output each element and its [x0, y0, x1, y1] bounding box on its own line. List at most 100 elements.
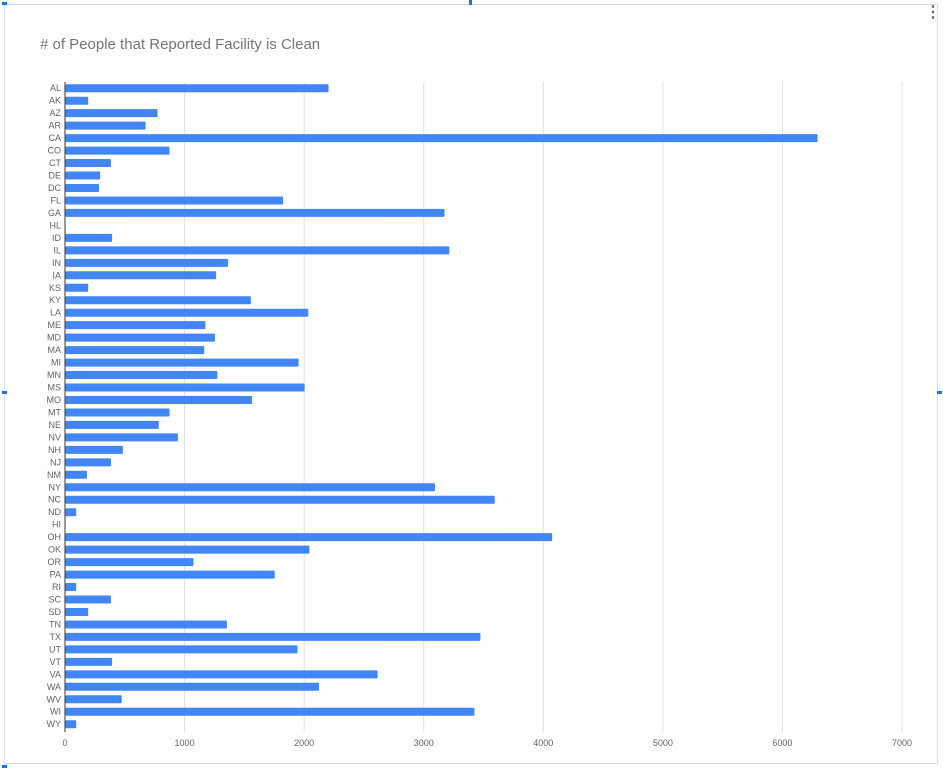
bar — [65, 183, 99, 192]
x-tick-label: 3000 — [414, 738, 434, 748]
bar — [65, 208, 445, 217]
bar — [65, 321, 206, 330]
y-tick-label: AZ — [49, 108, 61, 118]
bar — [65, 695, 122, 704]
bar — [65, 358, 299, 367]
bar — [65, 109, 158, 118]
y-tick-label: TX — [49, 632, 61, 642]
bar — [65, 159, 111, 168]
y-tick-label: SD — [48, 607, 61, 617]
chart-title: # of People that Reported Facility is Cl… — [40, 36, 321, 53]
bar — [65, 483, 435, 492]
bar — [65, 333, 215, 342]
y-tick-label: NH — [48, 445, 61, 455]
bar — [65, 470, 88, 479]
y-tick-label: MD — [47, 333, 61, 343]
y-tick-label: LA — [50, 308, 61, 318]
bar — [65, 146, 170, 155]
y-tick-label: WY — [47, 719, 62, 729]
bar — [65, 395, 253, 404]
y-tick-label: MI — [51, 358, 61, 368]
y-tick-label: NJ — [50, 457, 61, 467]
x-tick-label: 2000 — [294, 738, 314, 748]
bar — [65, 96, 89, 105]
y-tick-label: WA — [47, 682, 61, 692]
y-tick-label: DC — [48, 183, 61, 193]
bar — [65, 495, 495, 504]
y-tick-label: NC — [48, 495, 61, 505]
bar — [65, 196, 284, 205]
x-tick-label: 0 — [62, 738, 67, 748]
bar — [65, 171, 101, 180]
bar — [65, 445, 123, 454]
bar — [65, 620, 227, 629]
selection-handle-top-left[interactable] — [2, 2, 7, 5]
y-tick-label: IN — [52, 258, 61, 268]
y-tick-label: AL — [50, 83, 61, 93]
y-tick-label: ME — [48, 320, 62, 330]
y-tick-label: ND — [48, 507, 61, 517]
bar — [65, 632, 481, 641]
y-tick-label: RI — [52, 582, 61, 592]
bar — [65, 308, 309, 317]
y-tick-label: AR — [48, 121, 61, 131]
bar — [65, 720, 77, 729]
y-tick-label: CA — [48, 133, 61, 143]
y-tick-label: OR — [48, 557, 62, 567]
y-tick-label: VA — [50, 669, 61, 679]
y-tick-label: NY — [48, 482, 61, 492]
y-tick-label: CO — [48, 146, 62, 156]
selection-handle-right[interactable] — [937, 391, 942, 394]
x-tick-label: 7000 — [892, 738, 912, 748]
y-tick-label: DE — [48, 171, 61, 181]
bar — [65, 420, 159, 429]
x-tick-label: 6000 — [772, 738, 792, 748]
bar — [65, 371, 218, 380]
bar — [65, 246, 450, 255]
y-tick-label: OH — [48, 532, 62, 542]
y-tick-label: HI — [52, 520, 61, 530]
bar — [65, 346, 205, 355]
bar — [65, 508, 77, 517]
y-tick-label: UT — [49, 644, 61, 654]
y-tick-label: WI — [50, 707, 61, 717]
y-tick-label: WV — [47, 694, 62, 704]
bar — [65, 533, 553, 542]
y-tick-label: SC — [48, 595, 61, 605]
bar — [65, 383, 305, 392]
bar — [65, 595, 111, 604]
bar — [65, 583, 77, 592]
y-tick-label: HL — [49, 220, 61, 230]
x-tick-label: 5000 — [653, 738, 673, 748]
selection-handle-left[interactable] — [2, 391, 7, 394]
bar — [65, 458, 111, 467]
y-tick-label: VT — [49, 657, 61, 667]
y-tick-label: PA — [50, 570, 61, 580]
selection-handle-top[interactable] — [469, 0, 472, 5]
bar — [65, 283, 89, 292]
y-tick-label: KS — [49, 283, 61, 293]
y-tick-label: MT — [48, 407, 61, 417]
y-tick-label: MN — [47, 370, 61, 380]
bar — [65, 296, 251, 305]
y-tick-label: ID — [52, 233, 62, 243]
y-tick-label: CT — [49, 158, 61, 168]
bar — [65, 121, 146, 130]
x-tick-label: 4000 — [533, 738, 553, 748]
y-tick-label: NV — [48, 432, 61, 442]
y-tick-label: NM — [47, 470, 61, 480]
bar — [65, 682, 319, 691]
bar — [65, 433, 178, 442]
bar — [65, 707, 475, 716]
y-tick-label: IA — [52, 270, 61, 280]
bar — [65, 84, 329, 93]
bar — [65, 271, 217, 280]
y-tick-label: MO — [47, 395, 62, 405]
more-vert-icon[interactable]: ⋮ — [925, 4, 941, 21]
y-tick-label: MA — [48, 345, 62, 355]
bar — [65, 657, 113, 666]
bar — [65, 670, 378, 679]
bar — [65, 134, 818, 143]
selection-handle-bottom-left[interactable] — [2, 765, 7, 768]
